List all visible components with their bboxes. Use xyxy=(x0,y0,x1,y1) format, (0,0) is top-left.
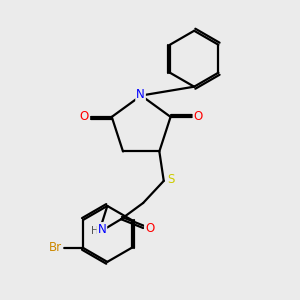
Text: O: O xyxy=(145,221,154,235)
Text: O: O xyxy=(194,110,203,123)
Text: N: N xyxy=(98,223,106,236)
Text: Br: Br xyxy=(49,242,62,254)
Text: H: H xyxy=(91,226,98,236)
Text: S: S xyxy=(167,173,175,186)
Text: N: N xyxy=(136,88,145,101)
Text: O: O xyxy=(80,110,89,123)
